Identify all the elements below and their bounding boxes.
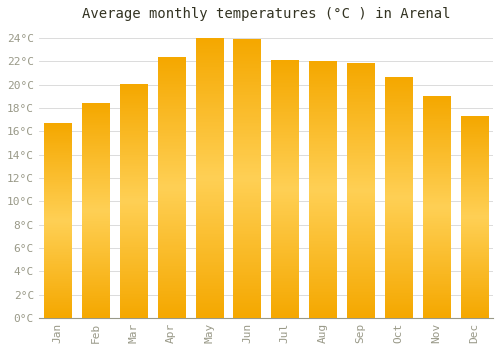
Title: Average monthly temperatures (°C ) in Arenal: Average monthly temperatures (°C ) in Ar…	[82, 7, 450, 21]
